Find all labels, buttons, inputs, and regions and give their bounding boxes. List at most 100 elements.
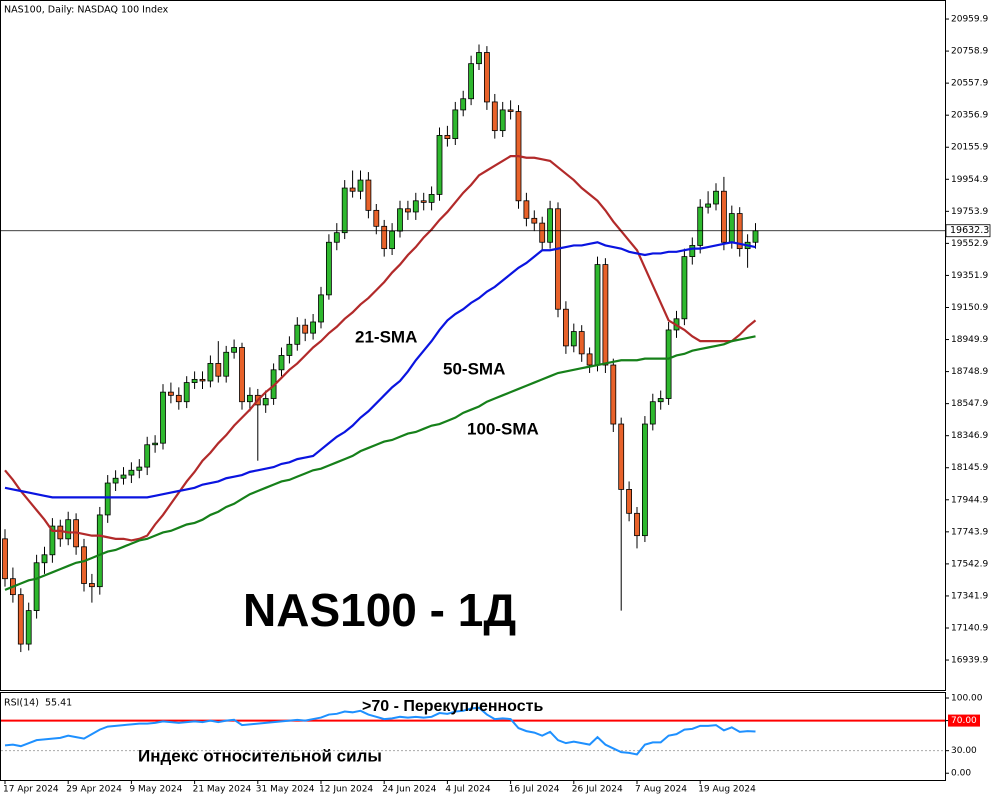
candle-body [231, 347, 238, 353]
x-tick-label: 7 Aug 2024 [635, 785, 687, 795]
rsi-line [4, 706, 756, 756]
candle-body [389, 230, 396, 250]
y-tick-label: 18346.9 [951, 431, 988, 441]
y-tick-label: 20155.9 [951, 143, 988, 153]
x-tick-label: 21 May 2024 [193, 785, 252, 795]
candle-body [476, 52, 482, 65]
x-tick-label: 9 May 2024 [129, 785, 182, 795]
candle-body [412, 200, 419, 213]
sma-line [4, 155, 757, 542]
candle-body [160, 391, 166, 444]
candle-body [578, 331, 585, 355]
candle-body [325, 241, 332, 296]
y-tick-label: 19753.9 [951, 207, 988, 217]
candle-body [33, 562, 40, 611]
candle-body [239, 347, 245, 403]
candle-body [555, 208, 561, 310]
candle-body [397, 208, 403, 232]
x-tick-label: 17 Apr 2024 [3, 785, 59, 795]
sma-label: 100-SMA [467, 419, 539, 438]
candle-body [404, 208, 411, 213]
candle-body [523, 200, 530, 219]
candle-body [752, 230, 759, 243]
y-tick-label: 17542.9 [951, 559, 988, 569]
rsi-title: RSI(14) [4, 698, 39, 709]
candle-body [365, 179, 372, 211]
candle-body [294, 324, 301, 345]
y-tick-label: 17341.9 [951, 591, 988, 601]
candle-body [649, 401, 656, 425]
y-tick-label: 19954.9 [951, 175, 988, 185]
candle-body [286, 343, 293, 356]
candle-body [586, 353, 593, 366]
candle-body [381, 225, 388, 250]
candle-body [452, 109, 459, 140]
y-tick-label: 18145.9 [951, 463, 988, 473]
y-tick-label: 20356.9 [951, 111, 988, 121]
chart-title: NAS100, Daily: NASDAQ 100 Index [4, 5, 169, 16]
sma-line [4, 335, 756, 591]
candle-body [302, 324, 309, 334]
candle-body [112, 477, 119, 484]
candle-body [373, 209, 380, 227]
candle-body [349, 187, 356, 192]
candle-body [689, 245, 696, 258]
candle-body [207, 363, 214, 382]
candle-body [531, 217, 538, 224]
candle-body [491, 101, 498, 132]
candle-body [120, 474, 127, 479]
x-tick-label: 26 Jul 2024 [572, 785, 623, 795]
y-tick-label: 20959.9 [951, 15, 988, 25]
candle-body [642, 423, 648, 537]
x-tick-label: 4 Jul 2024 [445, 785, 490, 795]
candle-body [420, 200, 427, 203]
y-tick-label: 0.00 [951, 769, 971, 779]
candle-body [17, 594, 24, 645]
candle-body [665, 329, 672, 399]
y-tick-label: 20758.9 [951, 47, 988, 57]
candle-body [136, 466, 143, 471]
main-panel [0, 0, 946, 691]
candle-body [152, 442, 159, 446]
candle-body [594, 264, 601, 366]
candle-body [713, 190, 719, 205]
y-tick-label: 19351.9 [951, 271, 988, 281]
candle-body [215, 363, 222, 377]
current-price-label: 19632.3 [950, 225, 989, 236]
candle-body [25, 610, 32, 645]
candle-body [626, 489, 632, 514]
candle-body [721, 190, 727, 243]
candle-body [705, 203, 711, 208]
candle-body [428, 194, 435, 203]
current-price-box [945, 224, 991, 238]
candle-body [333, 232, 340, 243]
x-tick-label: 12 Jun 2024 [319, 785, 373, 795]
candle-body [104, 482, 111, 516]
candle-body [460, 98, 467, 111]
rsi-annotation: Индекс относительной силы [138, 746, 382, 765]
y-tick-label: 18949.9 [951, 335, 988, 345]
candle-body [602, 264, 609, 366]
candle-body [507, 109, 514, 112]
candle-body [728, 213, 735, 243]
candle-body [2, 538, 8, 580]
candle-body [144, 444, 151, 468]
y-tick-label: 16939.9 [951, 656, 988, 666]
candle-body [570, 331, 577, 347]
y-tick-label: 17743.9 [951, 527, 988, 537]
candle-body [563, 308, 569, 347]
y-tick-label: 18748.9 [951, 367, 988, 377]
y-tick-label: 100.00 [951, 694, 983, 704]
candle-body [499, 109, 506, 132]
candle-body [436, 135, 443, 195]
candle-body [318, 294, 324, 323]
level-label-box [948, 714, 980, 727]
candle-body [618, 423, 625, 490]
candle-body [246, 394, 253, 403]
candle-body [547, 208, 553, 243]
candle-body [81, 546, 87, 584]
candle-body [96, 514, 103, 588]
y-tick-label: 20557.9 [951, 79, 988, 89]
candle-body [262, 398, 269, 406]
